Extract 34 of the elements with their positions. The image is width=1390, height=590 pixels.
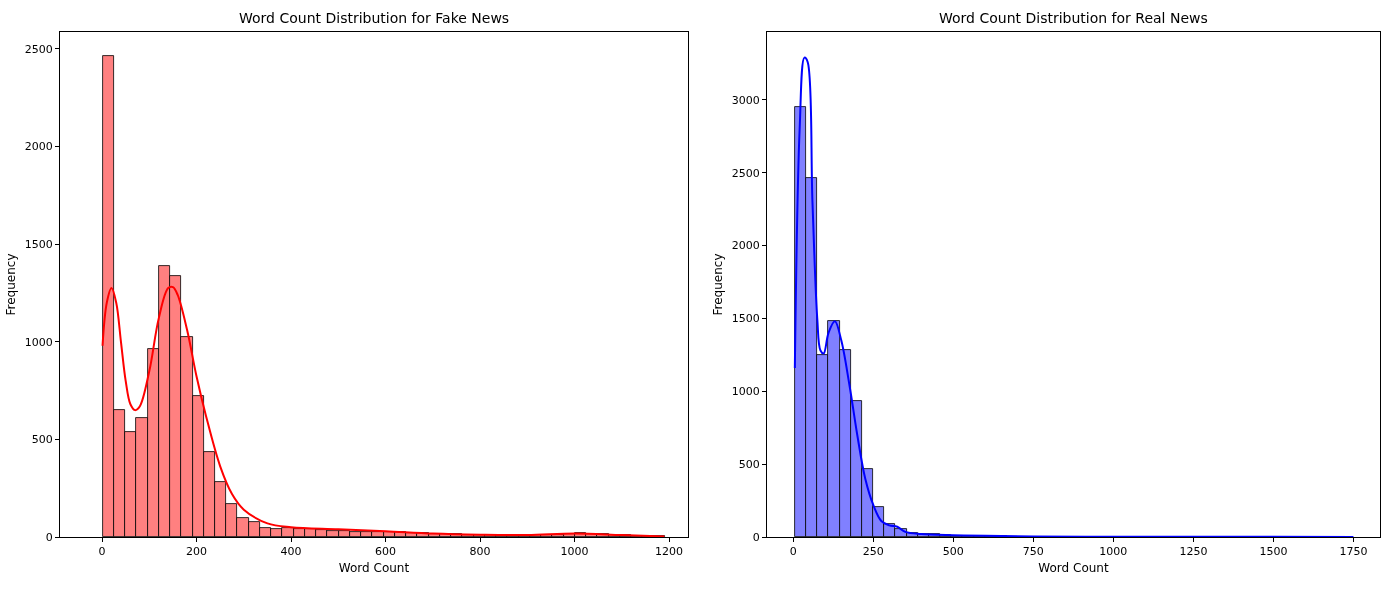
y-tick-label: 500 xyxy=(738,458,760,471)
x-axis-title: Word Count xyxy=(338,561,410,576)
x-tick-label: 1200 xyxy=(655,545,684,559)
x-tick-label: 1750 xyxy=(1339,545,1368,559)
y-tick-label: 0 xyxy=(752,530,760,544)
chart-title: Word Count Distribution for Real News xyxy=(939,10,1208,26)
y-tick-label: 1000 xyxy=(24,335,53,349)
y-tick-label: 500 xyxy=(31,433,53,447)
y-axis-title: Frequency xyxy=(4,253,19,316)
x-tick-label: 1500 xyxy=(1259,545,1288,559)
y-tick-label: 2500 xyxy=(24,42,53,56)
y-tick-label: 2000 xyxy=(24,140,53,154)
y-axis-title: Frequency xyxy=(711,253,726,316)
x-tick-label: 0 xyxy=(789,545,797,559)
x-tick-label: 400 xyxy=(280,545,302,559)
y-tick-label: 1000 xyxy=(731,385,760,399)
x-tick-label: 0 xyxy=(98,545,106,559)
x-tick-label: 200 xyxy=(186,545,208,559)
chart-title: Word Count Distribution for Fake News xyxy=(239,10,510,26)
y-tick-label: 1500 xyxy=(24,238,53,252)
y-tick-label: 3000 xyxy=(731,93,760,107)
x-tick-label: 750 xyxy=(1022,545,1044,559)
x-tick-label: 500 xyxy=(942,545,964,559)
y-tick-label: 2500 xyxy=(731,166,760,180)
x-tick-label: 1000 xyxy=(560,545,589,559)
x-axis-title: Word Count xyxy=(1038,561,1109,576)
x-tick-label: 1000 xyxy=(1099,545,1128,559)
x-tick-label: 600 xyxy=(375,545,397,559)
y-tick-label: 1500 xyxy=(731,312,760,326)
x-tick-label: 800 xyxy=(469,545,491,559)
x-tick-label: 1250 xyxy=(1179,545,1208,559)
y-tick-label: 2000 xyxy=(731,239,760,253)
x-tick-label: 250 xyxy=(862,545,884,559)
y-tick-label: 0 xyxy=(45,530,53,544)
